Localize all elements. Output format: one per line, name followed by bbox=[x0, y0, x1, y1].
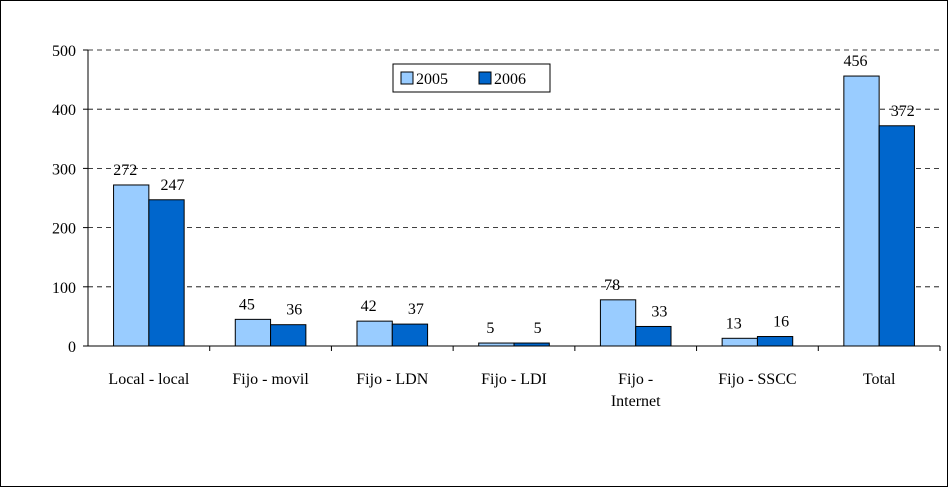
bar bbox=[635, 325, 672, 347]
bar bbox=[843, 75, 880, 347]
data-label: 33 bbox=[651, 303, 667, 320]
y-tick-label: 0 bbox=[68, 339, 76, 356]
legend-label: 2005 bbox=[416, 71, 448, 88]
data-label: 16 bbox=[773, 314, 789, 331]
data-label: 5 bbox=[534, 320, 542, 337]
bar bbox=[113, 184, 150, 347]
y-tick-label: 300 bbox=[52, 161, 76, 178]
x-tick-label: Fijo - LDI bbox=[481, 371, 547, 388]
data-label: 42 bbox=[361, 298, 377, 315]
y-tick-label: 200 bbox=[52, 221, 76, 238]
bar bbox=[756, 336, 794, 347]
bar bbox=[148, 199, 185, 347]
bar bbox=[478, 342, 515, 347]
data-label: 372 bbox=[891, 103, 915, 120]
bar bbox=[878, 125, 915, 347]
y-tick-label: 100 bbox=[52, 280, 76, 297]
x-tick-label: Fijo - Internet bbox=[611, 371, 661, 410]
data-label: 37 bbox=[408, 301, 424, 318]
data-label: 5 bbox=[486, 320, 494, 337]
data-label: 456 bbox=[843, 53, 867, 70]
x-tick-label: Total bbox=[863, 371, 896, 388]
y-tick-label: 400 bbox=[52, 102, 76, 119]
bar bbox=[513, 342, 550, 347]
data-label: 13 bbox=[726, 315, 742, 332]
x-tick-label: Fijo - SSCC bbox=[718, 371, 796, 388]
data-label: 247 bbox=[161, 177, 185, 194]
bar bbox=[721, 337, 758, 347]
bar bbox=[391, 323, 429, 347]
data-label: 45 bbox=[239, 296, 255, 313]
legend-box bbox=[392, 63, 551, 93]
x-tick-label: Local - local bbox=[108, 371, 189, 388]
y-tick-label: 500 bbox=[52, 43, 76, 60]
data-label: 272 bbox=[113, 162, 137, 179]
x-tick-label: Fijo - LDN bbox=[356, 371, 428, 388]
data-label: 36 bbox=[286, 302, 302, 319]
legend-swatch bbox=[400, 71, 414, 85]
data-label: 78 bbox=[604, 277, 620, 294]
x-tick-label: Fijo - movil bbox=[232, 371, 309, 388]
legend-label: 2006 bbox=[494, 71, 526, 88]
bar bbox=[599, 299, 637, 347]
bar bbox=[270, 324, 307, 347]
bar bbox=[356, 320, 393, 347]
bar bbox=[234, 318, 272, 347]
legend-swatch bbox=[478, 71, 492, 85]
x-tick-label-line: Fijo - bbox=[618, 371, 653, 388]
x-tick-label-line: Internet bbox=[611, 393, 661, 410]
